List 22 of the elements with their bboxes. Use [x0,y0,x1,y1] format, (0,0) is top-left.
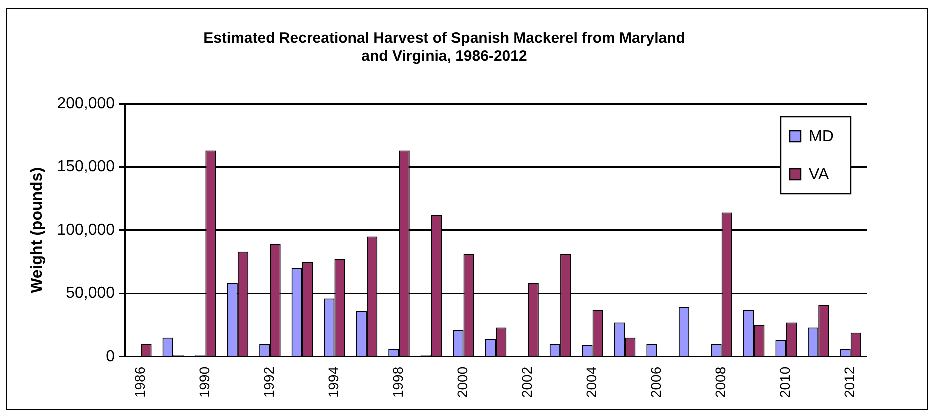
x-tick-label: 2004 [584,366,600,398]
x-tick-label: 1990 [196,366,213,398]
x-tick-label: 1992 [261,366,278,398]
y-tick-label: 150,000 [57,158,116,176]
legend-label: MD [809,128,834,146]
x-tick-label: 2008 [712,366,729,398]
x-tick-label: 1998 [390,366,406,398]
y-axis-title: Weight (pounds) [29,167,46,294]
text: Estimated Recreational Harvest of Spanish Mackerel from Maryland [204,30,686,48]
y-tick-label: 200,000 [57,95,116,112]
y-tick-label: 50,000 [66,285,116,302]
x-tick-label: 1986 [132,366,148,398]
legend-label: VA [809,166,830,184]
x-tick-label: 2012 [842,366,858,398]
y-tick-label: 0 [106,348,116,366]
x-tick-label: 2002 [519,366,536,398]
x-tick-label: 1994 [326,366,342,398]
text: and Virginia, 1986-2012 [362,48,528,66]
x-tick-label: 2000 [454,366,471,398]
x-tick-label: 2010 [777,366,794,398]
x-tick-label: 2006 [648,366,664,398]
y-tick-label: 100,000 [57,222,116,239]
